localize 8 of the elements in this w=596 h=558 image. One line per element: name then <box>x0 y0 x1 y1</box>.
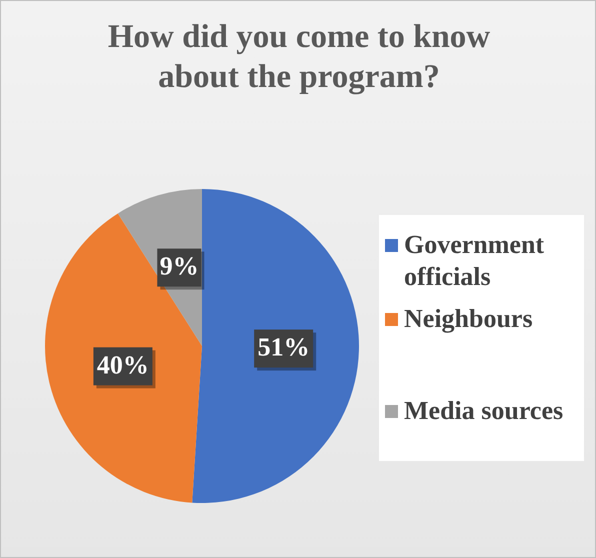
legend-label: Government officials <box>404 229 546 293</box>
data-label: 40% <box>96 350 149 380</box>
pie-slice <box>45 213 202 503</box>
legend-label: Media sources <box>404 395 564 427</box>
legend-label: Neighbours <box>404 303 534 335</box>
data-label: 51% <box>258 332 310 362</box>
data-label: 9% <box>160 252 199 281</box>
chart-title: How did you come to know about the program? <box>106 18 492 97</box>
